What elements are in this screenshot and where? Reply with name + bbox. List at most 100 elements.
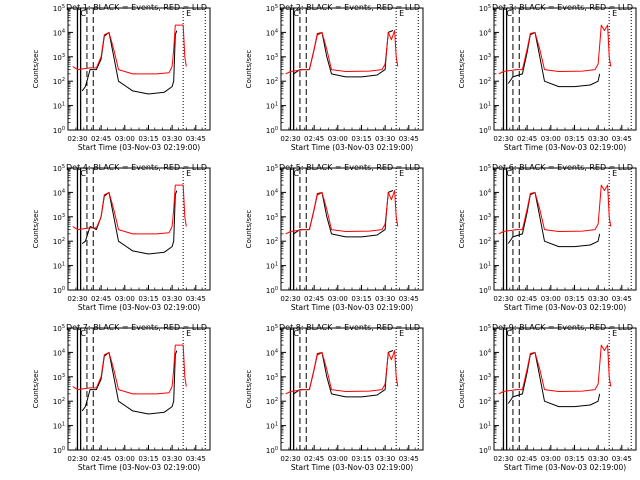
panel-title: Det 1: BLACK = Events, RED = LLD	[66, 3, 207, 12]
x-tick-label: 02:45	[91, 295, 111, 303]
y-tick-exponent: 5	[62, 324, 65, 330]
y-tick-exponent: 2	[62, 77, 65, 83]
annotation-label: C	[506, 9, 512, 18]
y-tick-label: 105	[53, 324, 65, 333]
panel-title: Det 9: BLACK = Events, RED = LLD	[492, 323, 633, 332]
x-axis-label: Start Time (03-Nov-03 02:19:00)	[291, 463, 413, 472]
x-tick-label: 02:30	[67, 455, 87, 463]
y-tick-label: 105	[53, 164, 65, 173]
series-events-line	[507, 351, 601, 408]
x-axis-label: Start Time (03-Nov-03 02:19:00)	[78, 303, 200, 312]
x-tick-label: 03:30	[588, 455, 608, 463]
y-tick-exponent: 1	[488, 262, 491, 268]
series-lld-line	[285, 350, 399, 395]
y-tick-label: 103	[53, 213, 65, 222]
y-tick-label: 102	[479, 237, 491, 246]
plot-frame	[67, 327, 211, 451]
annotation-label: C	[80, 169, 86, 178]
y-tick-exponent: 1	[62, 102, 65, 108]
y-tick-exponent: 0	[62, 286, 65, 292]
y-tick-exponent: 2	[488, 397, 491, 403]
y-tick-label: 101	[479, 262, 491, 271]
y-tick-exponent: 3	[62, 373, 65, 379]
series-events-line	[81, 190, 178, 255]
y-tick-label: 100	[53, 446, 65, 455]
y-tick-label: 101	[266, 422, 278, 431]
y-tick-exponent: 2	[488, 77, 491, 83]
y-tick-label: 103	[53, 53, 65, 62]
y-tick-exponent: 3	[488, 373, 491, 379]
panel-det-6: Det 6: BLACK = Events, RED = LLD10010110…	[458, 163, 637, 312]
annotation-label: E	[612, 329, 617, 338]
y-tick-label: 104	[53, 348, 65, 357]
annotation-label: C	[80, 9, 86, 18]
x-tick-label: 03:45	[186, 295, 206, 303]
panel-title: Det 3: BLACK = Events, RED = LLD	[492, 3, 633, 12]
x-tick-label: 03:45	[186, 455, 206, 463]
panel-title: Det 7: BLACK = Events, RED = LLD	[66, 323, 207, 332]
annotation-label: C	[506, 169, 512, 178]
x-tick-label: 03:00	[115, 455, 135, 463]
x-tick-label: 03:45	[612, 295, 632, 303]
x-tick-label: 02:30	[280, 135, 300, 143]
y-tick-exponent: 3	[488, 213, 491, 219]
panel-det-2: Det 2: BLACK = Events, RED = LLD10010110…	[245, 3, 424, 152]
x-axis-label: Start Time (03-Nov-03 02:19:00)	[504, 463, 626, 472]
x-tick-label: 03:00	[541, 295, 561, 303]
x-tick-label: 03:15	[564, 455, 584, 463]
y-tick-exponent: 2	[62, 237, 65, 243]
panel-title: Det 5: BLACK = Events, RED = LLD	[279, 163, 420, 172]
y-tick-label: 100	[53, 126, 65, 135]
y-axis-label: Counts/sec	[32, 210, 40, 249]
y-tick-label: 104	[266, 348, 278, 357]
x-tick-label: 02:45	[304, 295, 324, 303]
annotation-label: E	[186, 9, 191, 18]
x-tick-label: 02:30	[280, 295, 300, 303]
y-tick-label: 103	[266, 53, 278, 62]
annotation-label: E	[186, 169, 191, 178]
annotation-label: E	[612, 9, 617, 18]
y-tick-label: 104	[53, 28, 65, 37]
y-tick-exponent: 2	[62, 397, 65, 403]
y-tick-label: 102	[479, 397, 491, 406]
y-tick-exponent: 4	[275, 348, 278, 354]
y-tick-label: 102	[53, 397, 65, 406]
x-axis-label: Start Time (03-Nov-03 02:19:00)	[504, 303, 626, 312]
y-tick-label: 103	[266, 373, 278, 382]
y-tick-exponent: 4	[62, 188, 65, 194]
x-axis-label: Start Time (03-Nov-03 02:19:00)	[291, 303, 413, 312]
plot-frame	[493, 7, 637, 131]
x-tick-label: 02:30	[280, 455, 300, 463]
y-tick-exponent: 4	[275, 188, 278, 194]
x-tick-label: 03:15	[351, 295, 371, 303]
y-tick-exponent: 5	[275, 4, 278, 10]
x-tick-label: 03:00	[541, 455, 561, 463]
x-axis-label: Start Time (03-Nov-03 02:19:00)	[78, 143, 200, 152]
panel-det-5: Det 5: BLACK = Events, RED = LLD10010110…	[245, 163, 424, 312]
y-tick-exponent: 0	[488, 446, 491, 452]
y-tick-label: 101	[53, 422, 65, 431]
y-tick-label: 101	[479, 422, 491, 431]
y-axis-label: Counts/sec	[32, 50, 40, 89]
x-tick-label: 03:30	[375, 295, 395, 303]
y-tick-label: 100	[266, 446, 278, 455]
y-tick-exponent: 3	[275, 213, 278, 219]
y-tick-label: 100	[266, 286, 278, 295]
y-tick-label: 100	[266, 126, 278, 135]
y-axis-label: Counts/sec	[458, 210, 466, 249]
x-tick-label: 03:00	[328, 455, 348, 463]
y-tick-exponent: 0	[62, 446, 65, 452]
panel-title: Det 2: BLACK = Events, RED = LLD	[279, 3, 420, 12]
series-lld-line	[285, 30, 399, 75]
series-events-line	[507, 191, 601, 248]
y-axis-label: Counts/sec	[245, 210, 253, 249]
panel-det-1: Det 1: BLACK = Events, RED = LLD10010110…	[32, 3, 211, 152]
y-tick-label: 101	[266, 262, 278, 271]
y-tick-label: 101	[479, 102, 491, 111]
x-tick-label: 03:15	[138, 295, 158, 303]
y-tick-label: 103	[53, 373, 65, 382]
x-tick-label: 03:00	[115, 135, 135, 143]
annotation-label: E	[399, 9, 404, 18]
x-tick-label: 02:45	[304, 455, 324, 463]
